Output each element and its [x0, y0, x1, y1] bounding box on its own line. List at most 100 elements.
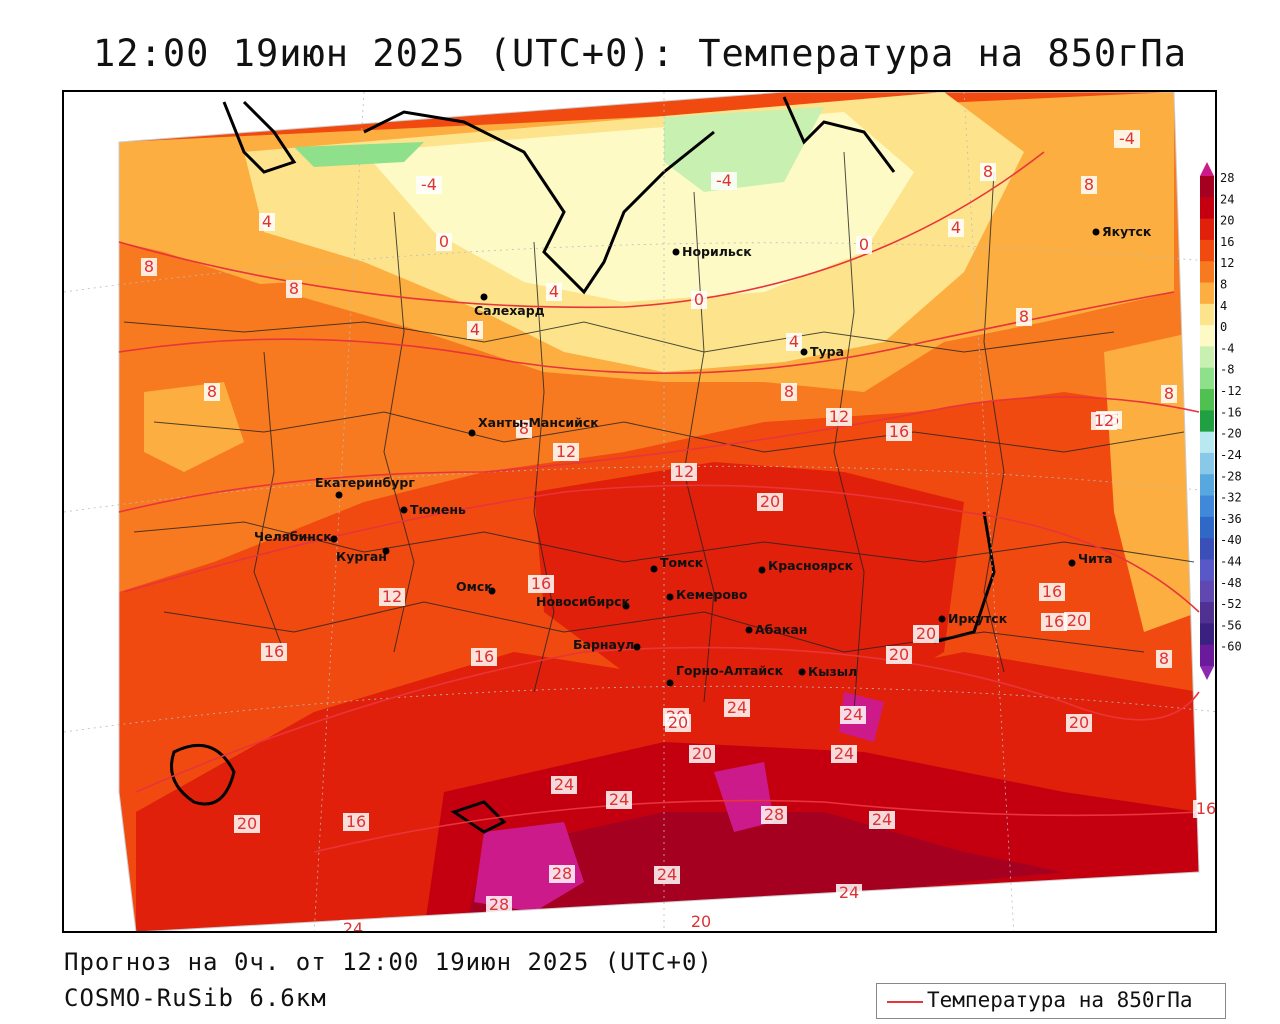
isotherm-label: 8: [1156, 649, 1172, 668]
city-label: Челябинск: [254, 529, 332, 544]
isotherm-label: 16: [261, 642, 287, 661]
colorbar-bottom-arrow: [1200, 666, 1214, 680]
colorbar-swatch: [1200, 580, 1214, 603]
isotherm-label: 12: [553, 442, 579, 461]
legend-label: Температура на 850гПа: [927, 988, 1193, 1012]
svg-text:8: 8: [519, 419, 529, 438]
svg-text:4: 4: [549, 282, 559, 301]
colorbar-tick-label: -56: [1220, 618, 1242, 632]
colorbar-swatch: [1200, 452, 1214, 475]
colorbar-tick-label: -28: [1220, 469, 1242, 483]
isotherm-label: 24: [836, 883, 862, 902]
svg-text:8: 8: [1159, 649, 1169, 668]
isotherm-label: 28: [486, 895, 512, 914]
svg-text:24: 24: [727, 698, 747, 717]
city-marker: [400, 506, 408, 514]
colorbar-swatch: [1200, 261, 1214, 284]
colorbar-swatch: [1200, 303, 1214, 326]
isotherm-label: 24: [340, 919, 366, 931]
isotherm-label: -4: [1114, 129, 1140, 148]
svg-text:20: 20: [1069, 713, 1089, 732]
city-label: Абакан: [755, 622, 807, 637]
svg-text:20: 20: [691, 912, 711, 931]
svg-text:28: 28: [552, 864, 572, 883]
svg-text:8: 8: [784, 382, 794, 401]
colorbar-swatch: [1200, 176, 1214, 198]
city-label: Салехард: [474, 303, 545, 318]
colorbar-swatch: [1200, 644, 1214, 667]
svg-text:28: 28: [489, 895, 509, 914]
colorbar-tick-label: 12: [1220, 256, 1234, 270]
colorbar-swatch: [1200, 389, 1214, 411]
isotherm-label: 28: [549, 864, 575, 883]
isotherm-label: 24: [840, 705, 866, 724]
isotherm-label: 12: [826, 407, 852, 426]
svg-text:12: 12: [829, 407, 849, 426]
svg-text:16: 16: [1196, 799, 1216, 818]
city-marker: [468, 429, 476, 437]
svg-text:28: 28: [764, 805, 784, 824]
isotherm-label: 24: [869, 810, 895, 829]
svg-text:0: 0: [439, 232, 449, 251]
city-label: Тюмень: [410, 502, 466, 517]
isotherm-label: 8: [1081, 175, 1097, 194]
isotherm-label: 24: [551, 775, 577, 794]
city-marker: [800, 348, 808, 356]
city-label: Красноярск: [768, 558, 854, 573]
isotherm-label: 20: [234, 814, 260, 833]
svg-text:8: 8: [983, 162, 993, 181]
svg-text:16: 16: [889, 422, 909, 441]
city-marker: [480, 293, 488, 301]
isotherm-label: 20: [689, 744, 715, 763]
city-label: Тура: [810, 344, 844, 359]
legend: Температура на 850гПа: [876, 983, 1226, 1019]
isotherm-label: 20: [913, 624, 939, 643]
colorbar-swatch: [1200, 602, 1214, 624]
colorbar-swatch: [1200, 474, 1214, 497]
map-canvas: -4-44040-4488884048888121281612161220161…: [64, 92, 1216, 931]
svg-text:16: 16: [474, 647, 494, 666]
isotherm-labels: -4-44040-4488884048888121281612161220161…: [141, 129, 1216, 931]
svg-text:20: 20: [692, 744, 712, 763]
isotherm-label: 8: [204, 382, 220, 401]
temperature-field: [119, 92, 1199, 931]
city-marker: [938, 615, 946, 623]
colorbar-swatch: [1200, 346, 1214, 369]
temperature-map[interactable]: -4-44040-4488884048888121281612161220161…: [62, 90, 1217, 933]
svg-text:24: 24: [872, 810, 892, 829]
colorbar-tick-label: -16: [1220, 405, 1242, 419]
city-marker: [798, 668, 806, 676]
colorbar-tick-label: -52: [1220, 597, 1242, 611]
city-label: Якутск: [1102, 224, 1152, 239]
colorbar-swatch: [1200, 325, 1214, 347]
isotherm-label: 4: [786, 332, 802, 351]
isotherm-label: 16: [528, 574, 554, 593]
isotherm-label: 12: [379, 587, 405, 606]
colorbar-swatch: [1200, 431, 1214, 454]
city-marker: [330, 535, 338, 543]
colorbar-tick-label: 16: [1220, 235, 1234, 249]
isotherm-label: 20: [1064, 611, 1090, 630]
city-label: Новосибирск: [536, 594, 631, 609]
isotherm-label: 12: [671, 462, 697, 481]
colorbar-tick-label: -4: [1220, 341, 1234, 355]
colorbar: 28 24 20 16 12 8 4 0 -4 -8 -12 -16 -20 -24 -28 -32 -36 -4…: [1200, 162, 1242, 680]
isotherm-label: 16: [343, 812, 369, 831]
city-markers: Норильск Якутск Салехард Тура Ханты-Мансийск…: [254, 224, 1152, 687]
isotherm-label: 8: [1016, 307, 1032, 326]
svg-text:20: 20: [889, 645, 909, 664]
map-title: 12:00 19июн 2025 (UTC+0): Температура на…: [93, 32, 1187, 75]
isotherm-label: 24: [831, 744, 857, 763]
isotherm-label: 20: [665, 713, 691, 732]
colorbar-tick-label: 4: [1220, 299, 1227, 313]
isotherm-label: 24: [724, 698, 750, 717]
isotherm-label: 8: [1161, 384, 1177, 403]
city-label: Курган: [336, 549, 387, 564]
city-marker: [745, 626, 753, 634]
city-marker: [335, 491, 343, 499]
city-label: Екатеринбург: [315, 475, 415, 490]
colorbar-swatch: [1200, 538, 1214, 560]
isotherm-label: 0: [856, 235, 872, 254]
graticule: [64, 92, 1215, 931]
svg-text:24: 24: [834, 744, 854, 763]
